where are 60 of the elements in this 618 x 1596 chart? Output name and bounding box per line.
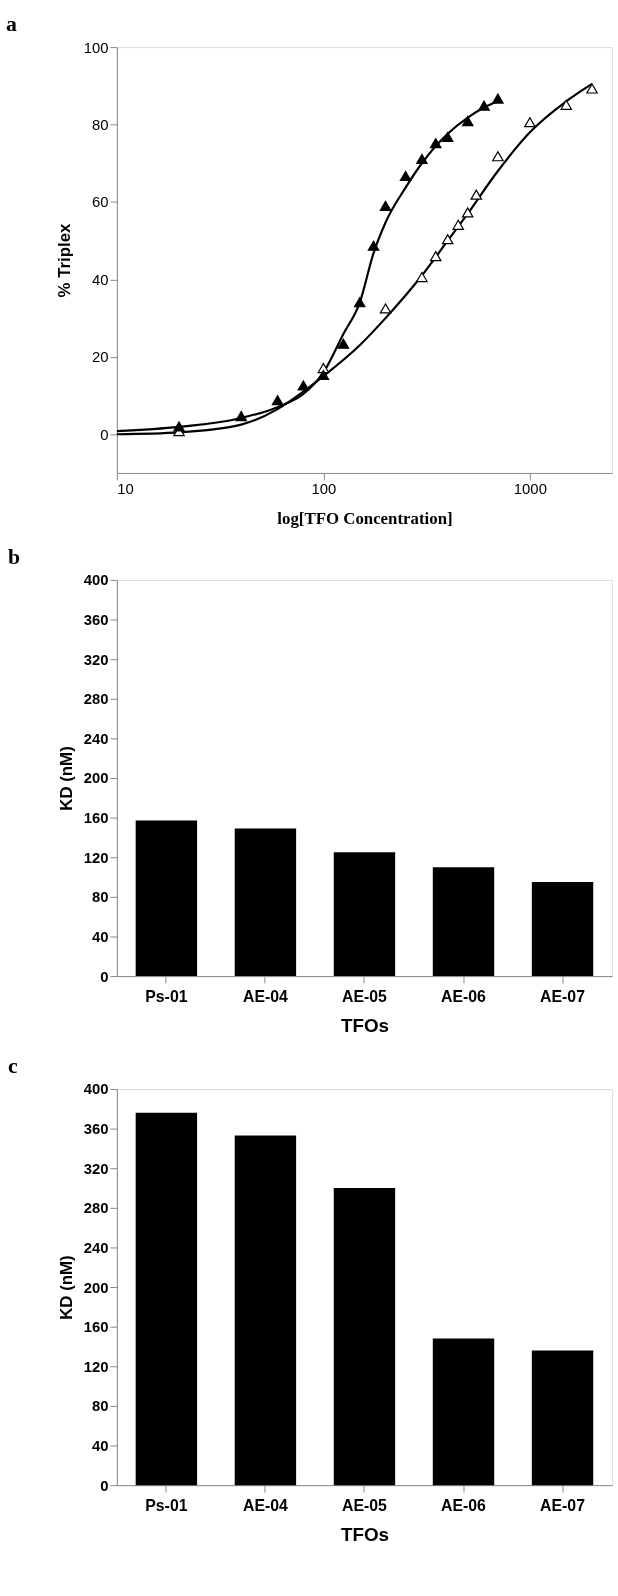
x-tick-label: AE-07 [540, 1497, 586, 1515]
y-tick-label: 240 [83, 1239, 109, 1256]
y-tick-label: 400 [83, 1081, 109, 1098]
y-tick-label: 160 [83, 810, 109, 827]
y-axis-title: KD (nM) [56, 746, 76, 811]
bar [234, 1135, 297, 1486]
y-tick-label: 80 [91, 116, 109, 133]
y-tick-label: 200 [83, 770, 109, 787]
bar [333, 852, 396, 977]
bar [531, 1350, 594, 1486]
y-axis-title: KD (nM) [56, 1255, 76, 1320]
y-tick-label: 400 [83, 572, 109, 589]
y-tick-label: 40 [91, 1437, 109, 1454]
x-tick-label: AE-06 [441, 988, 487, 1006]
y-tick-label: 160 [83, 1319, 109, 1336]
bar [531, 882, 594, 977]
bar [333, 1188, 396, 1486]
bar [135, 820, 198, 977]
y-tick-label: 240 [83, 730, 109, 747]
y-tick-label: 280 [83, 691, 109, 708]
y-tick-label: 100 [83, 39, 109, 56]
y-tick-label: 20 [91, 349, 109, 366]
y-tick-label: 360 [83, 612, 109, 628]
y-tick-label: 320 [83, 1160, 109, 1177]
y-tick-label: 0 [100, 1477, 109, 1494]
x-tick-label: AE-06 [441, 1497, 487, 1515]
y-tick-label: 80 [91, 889, 109, 906]
x-tick-label: AE-05 [342, 1497, 388, 1515]
y-tick-label: 40 [91, 271, 109, 288]
chart-title: b [7, 545, 21, 570]
y-tick-label: 200 [83, 1279, 109, 1296]
bar [432, 867, 495, 977]
x-tick-label: AE-05 [342, 988, 388, 1006]
y-tick-label: 120 [83, 1358, 109, 1375]
y-tick-label: 280 [83, 1200, 109, 1217]
x-axis-title: log[TFO Concentration] [277, 508, 453, 528]
y-tick-label: 0 [100, 968, 109, 985]
x-tick-label: 10 [117, 481, 134, 498]
x-tick-label: AE-07 [540, 988, 586, 1006]
y-tick-label: 360 [83, 1121, 109, 1138]
y-tick-label: 80 [91, 1398, 109, 1415]
y-axis-title: % Triplex [54, 222, 74, 298]
chart-title: a [5, 12, 17, 37]
y-tick-label: 320 [83, 651, 109, 668]
bar [135, 1112, 198, 1486]
y-tick-label: 40 [91, 928, 109, 945]
y-tick-label: 0 [100, 426, 109, 443]
x-tick-label: 1000 [513, 481, 547, 498]
x-tick-label: 100 [311, 481, 337, 498]
x-tick-label: Ps-01 [145, 988, 188, 1006]
y-tick-label: 120 [83, 849, 109, 866]
x-tick-label: Ps-01 [145, 1497, 188, 1515]
x-tick-label: AE-04 [242, 1497, 289, 1515]
bar [234, 828, 297, 977]
y-tick-label: 60 [91, 194, 109, 211]
x-tick-label: AE-04 [242, 988, 289, 1006]
x-axis-title: TFOs [340, 1015, 389, 1037]
x-axis-title: TFOs [340, 1524, 389, 1546]
bar [432, 1338, 495, 1486]
chart-title: c [7, 1054, 18, 1079]
